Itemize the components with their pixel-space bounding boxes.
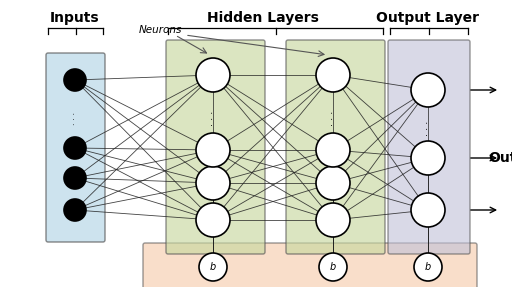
Circle shape: [199, 253, 227, 281]
Circle shape: [316, 58, 350, 92]
Text: b: b: [425, 262, 431, 272]
Circle shape: [411, 141, 445, 175]
Text: · · ·: · · ·: [71, 111, 79, 125]
Circle shape: [196, 166, 230, 200]
Text: · · ·: · · ·: [423, 120, 433, 136]
Circle shape: [64, 137, 86, 159]
Circle shape: [196, 58, 230, 92]
Circle shape: [319, 253, 347, 281]
FancyBboxPatch shape: [46, 53, 105, 242]
Circle shape: [316, 133, 350, 167]
Circle shape: [196, 203, 230, 237]
Circle shape: [411, 73, 445, 107]
Circle shape: [64, 69, 86, 91]
Circle shape: [196, 133, 230, 167]
FancyBboxPatch shape: [143, 243, 477, 287]
FancyBboxPatch shape: [166, 40, 265, 254]
Circle shape: [64, 199, 86, 221]
Circle shape: [316, 203, 350, 237]
Text: Inputs: Inputs: [50, 11, 100, 25]
Circle shape: [316, 166, 350, 200]
Circle shape: [414, 253, 442, 281]
FancyBboxPatch shape: [388, 40, 470, 254]
Text: Neurons: Neurons: [138, 25, 182, 35]
Text: Output Layer: Output Layer: [376, 11, 480, 25]
Text: · · ·: · · ·: [208, 110, 218, 126]
Circle shape: [64, 167, 86, 189]
Text: b: b: [210, 262, 216, 272]
Text: Outputs: Outputs: [488, 151, 512, 165]
Text: · · ·: · · ·: [328, 110, 338, 126]
Text: Hidden Layers: Hidden Layers: [207, 11, 319, 25]
Circle shape: [411, 193, 445, 227]
Text: b: b: [330, 262, 336, 272]
FancyBboxPatch shape: [286, 40, 385, 254]
